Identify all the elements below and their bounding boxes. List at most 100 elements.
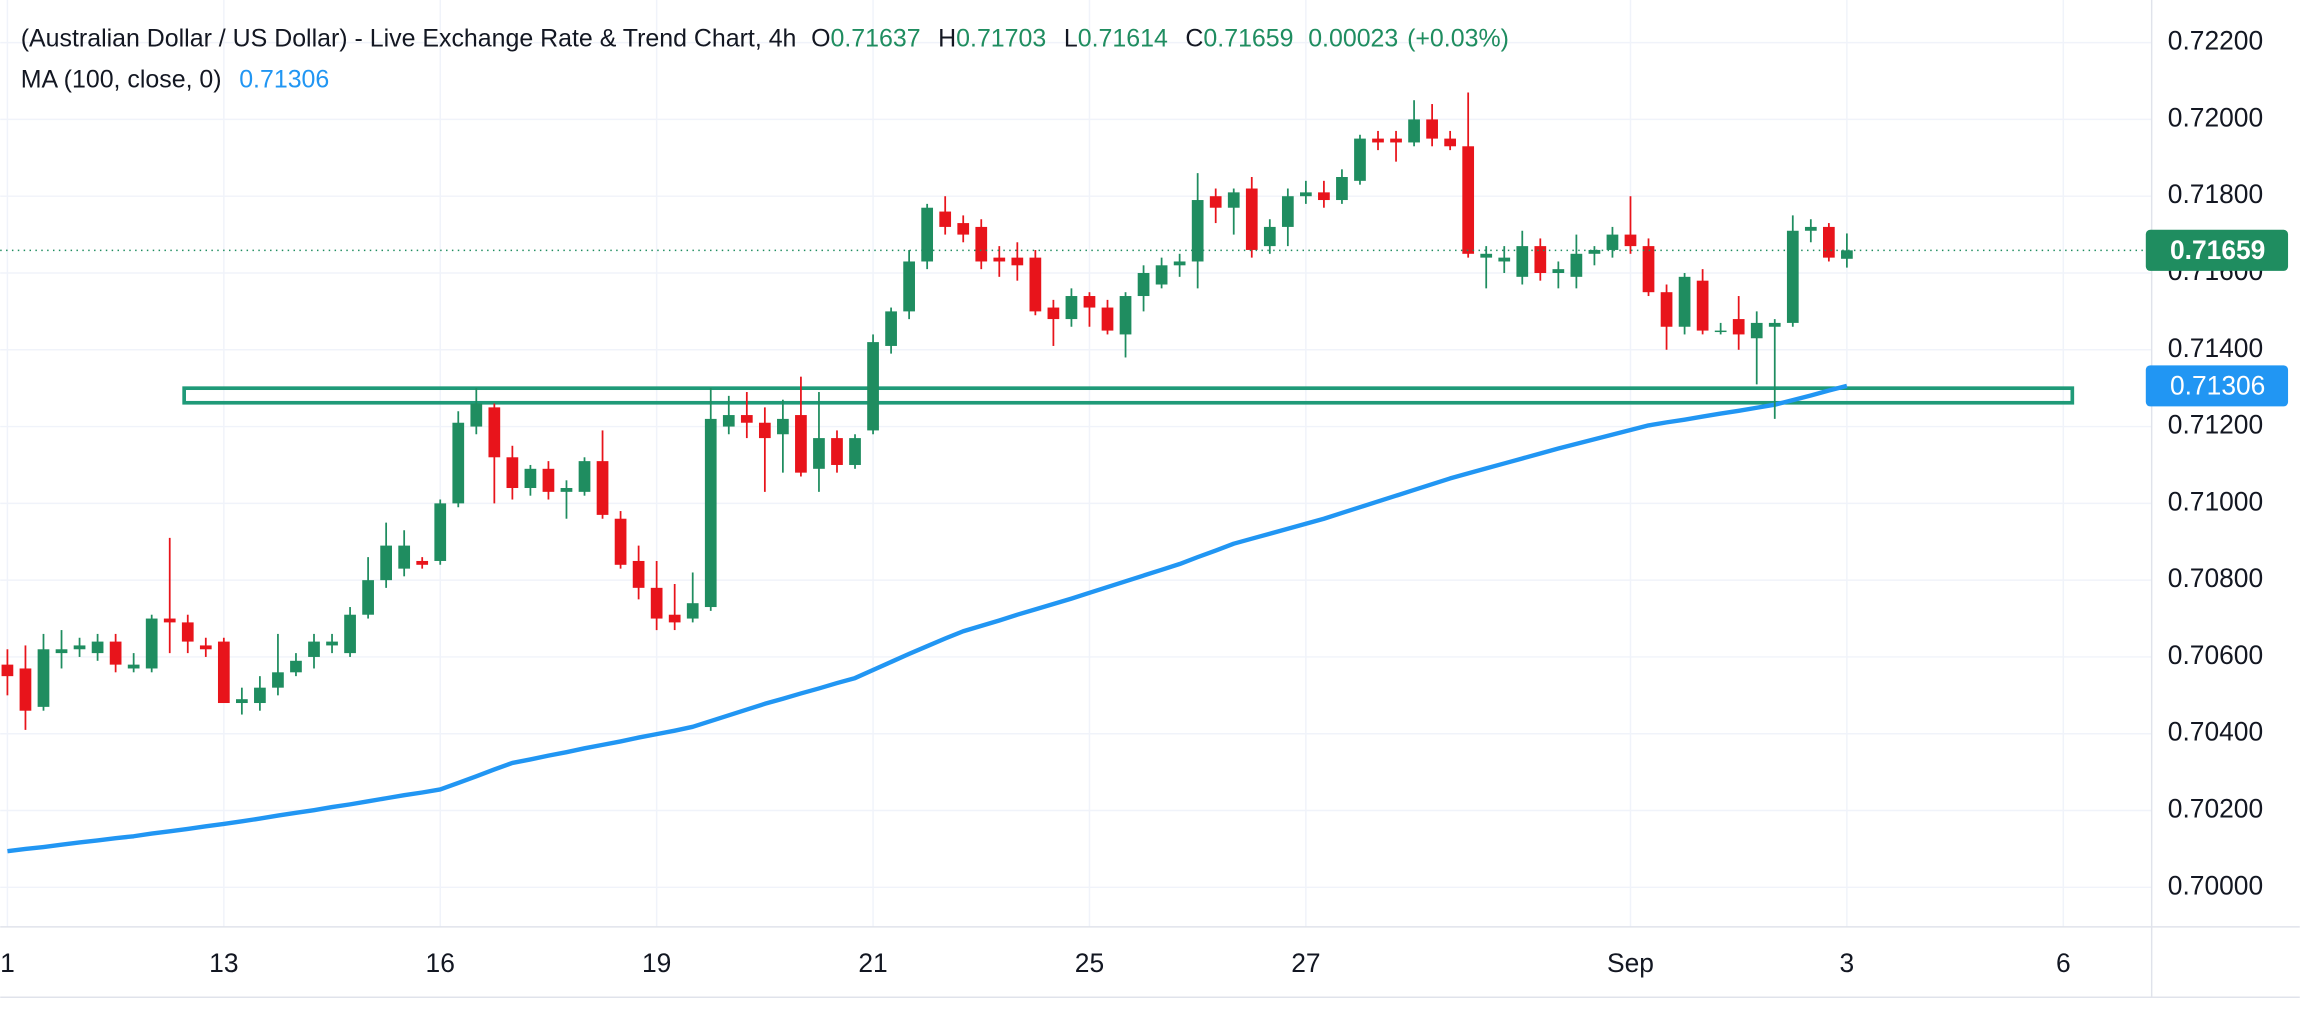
candle-body (957, 223, 970, 235)
candle-body (849, 438, 861, 465)
candle-body (1480, 253, 1493, 258)
candle-body (1227, 192, 1240, 208)
candle-body (272, 672, 284, 688)
candle-body (380, 545, 392, 581)
y-tick-label: 0.70000 (2168, 870, 2263, 900)
candle-body (55, 649, 68, 654)
plot (0, 92, 2152, 854)
candle-body (1516, 246, 1529, 277)
candle-body (885, 311, 897, 346)
y-tick-label: 0.72200 (2168, 26, 2263, 56)
candle-body (452, 422, 465, 504)
candle-body (506, 457, 519, 489)
candle-body (1624, 234, 1637, 247)
candle-body (1209, 196, 1222, 208)
candle-body (1534, 246, 1547, 273)
y-tick-label: 0.70400 (2168, 717, 2263, 747)
candle-body (524, 468, 537, 489)
support-zone (182, 386, 2075, 405)
candle-body (344, 614, 356, 654)
axes: 0.70000 0.70200 0.70400 0.70600 0.70800 0.710… (0, 26, 2289, 978)
candle-body (1750, 322, 1763, 339)
y-tick-label: 0.71200 (2168, 410, 2263, 440)
candle-body (704, 418, 717, 608)
candle-body (1696, 280, 1709, 331)
candle-body (668, 614, 681, 623)
y-tick-label: 0.71000 (2168, 486, 2263, 516)
x-tick-label: 6 (2056, 948, 2071, 978)
candle-body (1047, 307, 1060, 320)
candle-body (1101, 307, 1114, 331)
ohlc-label: C (1185, 24, 1203, 52)
header-line: (Australian Dollar / US Dollar) - Live E… (21, 24, 1509, 52)
candle-body (632, 560, 645, 588)
ma-line (7, 383, 1848, 854)
change: 0.00023 (1308, 24, 1398, 52)
candle-body (1300, 192, 1312, 197)
change-percent: (+0.03%) (1407, 24, 1509, 52)
ohlc-value: 0.71703 (956, 24, 1046, 52)
candle-body (1011, 257, 1024, 266)
candle-body (1426, 119, 1438, 139)
candle-body (1408, 119, 1420, 143)
indicator-name: MA (100, close, 0) (21, 65, 222, 93)
candle-body (1804, 226, 1817, 231)
candle-body (867, 342, 879, 431)
x-tick-label: 3 (1840, 948, 1855, 978)
candle-body (236, 699, 248, 704)
candle-body (488, 407, 501, 458)
candle-body (290, 660, 302, 673)
indicator-line: MA (100, close, 0) 0.71306 (21, 65, 330, 93)
candle-body (127, 664, 140, 669)
candle-body (181, 622, 194, 642)
candle-body (37, 649, 50, 707)
candle-body (1570, 253, 1583, 277)
candle-body (686, 603, 699, 619)
candle-body (19, 668, 32, 711)
candle-body (362, 580, 374, 615)
candle-body (470, 403, 483, 427)
candle-body (813, 438, 825, 469)
y-tick-label: 0.70800 (2168, 563, 2263, 593)
candle-body (163, 618, 176, 623)
candle-body (1588, 249, 1601, 254)
candle-body (650, 587, 663, 619)
candle-body (1155, 265, 1168, 285)
candle-body (1714, 330, 1727, 333)
candle-body (1354, 138, 1366, 181)
candle-body (1786, 230, 1799, 323)
candle-body (1552, 269, 1565, 273)
ohlc-label: L (1064, 24, 1078, 52)
candle-body (903, 261, 915, 312)
candle-body (722, 415, 735, 427)
candle-body (1462, 146, 1475, 254)
candle-body (1768, 322, 1781, 327)
candle-body (1083, 296, 1096, 308)
candle-body (939, 211, 952, 227)
candle-body (777, 418, 789, 435)
candle-body (831, 438, 843, 465)
y-tick-label: 0.70600 (2168, 640, 2263, 670)
candle-body (254, 687, 266, 704)
candle-body (1606, 234, 1619, 250)
candle-body (1119, 296, 1132, 335)
grid (0, 0, 2152, 927)
candle-body (1029, 257, 1042, 312)
x-tick-label: 19 (642, 948, 671, 978)
candle-body (1336, 177, 1348, 201)
candle-body (91, 641, 104, 654)
candle-body (795, 415, 807, 473)
candle-body (1660, 292, 1673, 327)
candle-body (1498, 257, 1511, 262)
candle-body (217, 641, 230, 704)
ohlc-value: 0.71637 (830, 24, 920, 52)
candle-body (1191, 200, 1204, 262)
candle-body (326, 641, 338, 646)
candle-body (1822, 226, 1835, 258)
x-tick-label: 27 (1291, 948, 1320, 978)
candle-body (308, 641, 320, 657)
y-tick-label: 0.71800 (2168, 179, 2263, 209)
